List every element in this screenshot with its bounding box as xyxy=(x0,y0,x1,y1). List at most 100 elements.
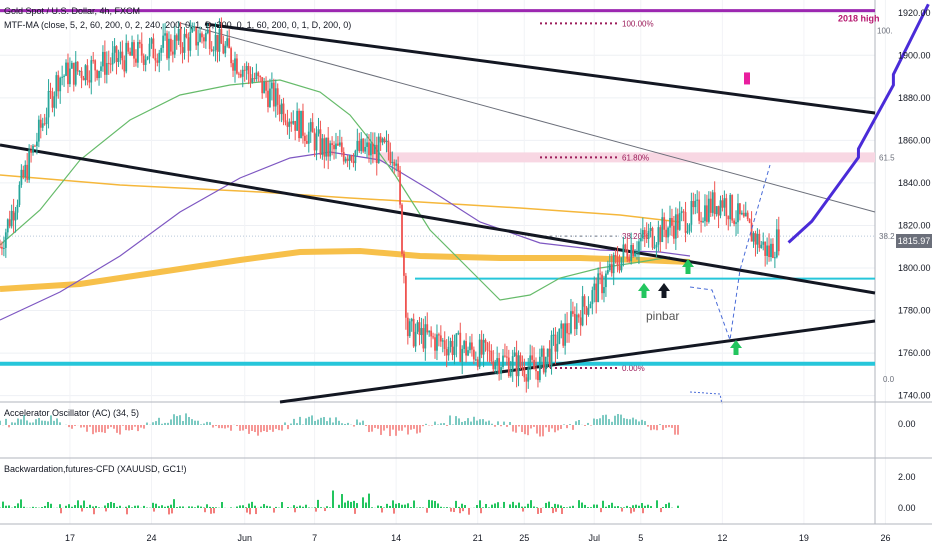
candle-body xyxy=(14,212,17,221)
candle-body xyxy=(340,142,343,152)
grid xyxy=(0,0,932,525)
candle-body xyxy=(556,343,559,352)
candle-body xyxy=(554,334,557,352)
candle-body xyxy=(498,358,501,374)
candle-body xyxy=(259,76,262,78)
candle-body xyxy=(601,274,603,294)
candle-body xyxy=(655,244,658,248)
candle-body xyxy=(148,43,151,57)
candle-body xyxy=(8,219,11,227)
candle-body xyxy=(587,308,590,315)
candle-body xyxy=(457,332,460,334)
candle-body xyxy=(579,317,582,326)
candle-body xyxy=(342,151,345,162)
candle-body xyxy=(327,137,330,157)
candle-body xyxy=(667,227,669,238)
candle-body xyxy=(12,210,15,221)
candle-body xyxy=(230,48,233,64)
candle-body xyxy=(261,77,264,94)
price-tick-label: 1760.00 xyxy=(898,348,931,358)
candle-body xyxy=(154,58,157,61)
candle-body xyxy=(665,229,668,238)
candle-body xyxy=(740,212,743,215)
candle-body xyxy=(465,341,467,356)
arrow-up-icon xyxy=(730,340,742,355)
candle-body xyxy=(362,138,365,152)
candle-body xyxy=(603,287,605,294)
candle-body xyxy=(581,296,584,326)
time-tick-label: 5 xyxy=(638,533,643,543)
candle-body xyxy=(228,38,231,49)
pinbar-label: pinbar xyxy=(646,309,679,323)
candle-body xyxy=(335,143,337,150)
candle-body xyxy=(265,81,267,91)
candle-body xyxy=(634,252,636,257)
trendline-lower xyxy=(279,319,876,404)
candle-body xyxy=(494,362,497,370)
candle-body xyxy=(255,72,258,80)
candle-body xyxy=(98,70,100,79)
projection-marker xyxy=(744,72,750,85)
candle-body xyxy=(447,346,450,356)
candle-body xyxy=(474,359,477,361)
candle-body xyxy=(606,270,609,274)
candle-body xyxy=(257,72,260,77)
candle-body xyxy=(760,244,763,248)
candle-body xyxy=(434,337,436,351)
candle-body xyxy=(599,273,601,275)
candle-body xyxy=(729,195,732,220)
candle-body xyxy=(614,254,617,257)
candle-body xyxy=(6,219,9,233)
candle-body xyxy=(115,46,118,62)
candle-body xyxy=(338,142,341,146)
candle-body xyxy=(410,318,413,322)
time-tick-label: 24 xyxy=(146,533,156,543)
candle-body xyxy=(274,88,277,107)
candle-body xyxy=(628,258,631,261)
candle-body xyxy=(525,377,528,382)
candle-body xyxy=(156,60,159,63)
candle-body xyxy=(459,332,462,362)
ac-tick-label: 0.00 xyxy=(898,419,916,429)
candle-body xyxy=(762,241,765,245)
candle-body xyxy=(30,150,32,153)
candle-body xyxy=(381,138,384,143)
candle-body xyxy=(364,146,367,152)
candle-body xyxy=(624,244,627,250)
candle-body xyxy=(752,233,755,242)
candle-body xyxy=(239,73,242,77)
candle-body xyxy=(105,62,108,75)
candle-body xyxy=(626,249,629,259)
candle-body xyxy=(500,367,502,374)
candle-body xyxy=(92,60,95,62)
candle-body xyxy=(422,328,425,349)
candle-body xyxy=(773,257,776,259)
candle-body xyxy=(34,145,36,147)
candle-body xyxy=(428,330,431,333)
backwardation-pane: Backwardation,futures-CFD (XAUUSD, GC1!)… xyxy=(0,464,916,515)
candle-body xyxy=(267,90,269,107)
candle-body xyxy=(344,158,347,162)
candle-body xyxy=(680,211,683,214)
trendline-thin xyxy=(179,22,876,213)
candle-body xyxy=(463,341,466,349)
candle-body xyxy=(568,333,570,335)
candle-body xyxy=(513,352,516,357)
price-pane: 100.00% 61.80% 0.00% 38.20% 61.5 38.2 0.0 100. 2… xyxy=(0,3,930,405)
backwardation-title: Backwardation,futures-CFD (XAUUSD, GC1!) xyxy=(4,464,187,474)
time-tick-label: 25 xyxy=(519,533,529,543)
candle-body xyxy=(502,355,504,368)
candle-body xyxy=(672,225,675,239)
candle-body xyxy=(748,218,751,223)
candle-body xyxy=(152,38,155,59)
candle-body xyxy=(247,66,250,75)
candle-body xyxy=(142,55,145,65)
candle-body xyxy=(171,51,174,55)
candle-body xyxy=(123,60,126,72)
candle-body xyxy=(610,264,613,274)
candle-body xyxy=(424,324,427,349)
candle-body xyxy=(284,120,287,123)
candle-body xyxy=(696,199,699,201)
candle-body xyxy=(492,361,495,370)
